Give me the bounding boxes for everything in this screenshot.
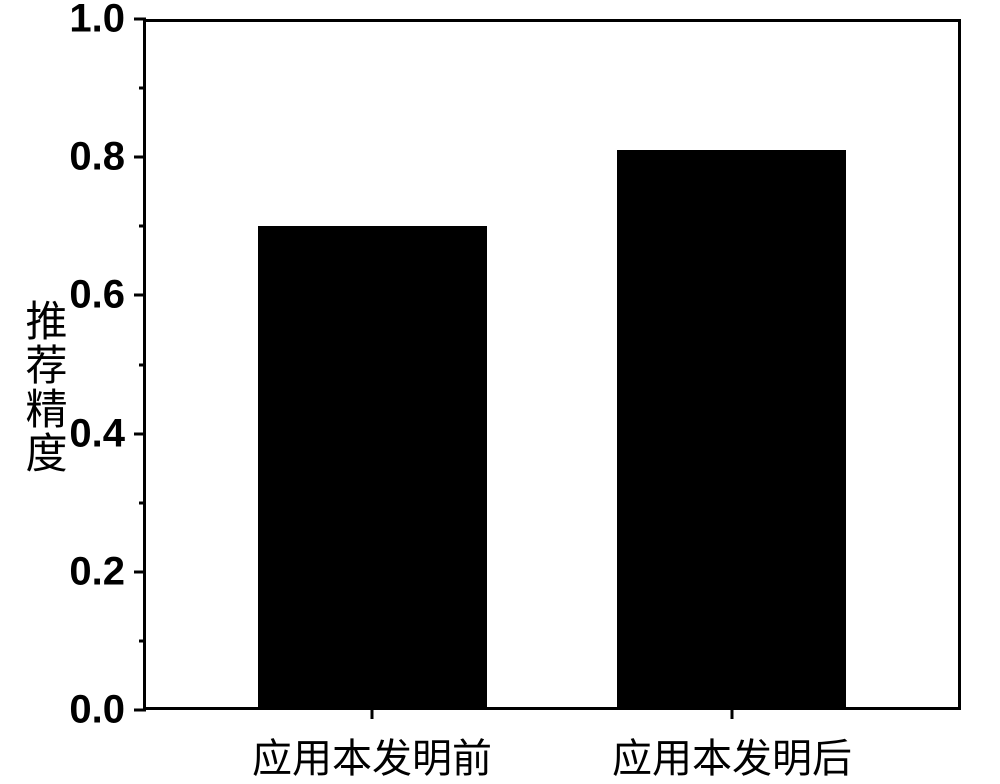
- y-tick-minor: [139, 639, 146, 642]
- y-tick-major: [134, 570, 146, 573]
- chart-bar: [258, 226, 487, 710]
- chart-plot-area: 0.00.20.40.60.81.0应用本发明前应用本发明后: [143, 19, 961, 710]
- chart-bar: [617, 150, 846, 710]
- y-tick-major: [134, 709, 146, 712]
- y-tick-label: 0.8: [69, 135, 125, 180]
- x-tick-label: 应用本发明前: [252, 726, 492, 784]
- y-tick-label: 1.0: [69, 0, 125, 42]
- x-tick-label: 应用本发明后: [612, 726, 852, 784]
- y-tick-major: [134, 18, 146, 21]
- y-tick-minor: [139, 87, 146, 90]
- y-tick-major: [134, 156, 146, 159]
- y-tick-major: [134, 294, 146, 297]
- x-tick-major: [371, 707, 374, 719]
- y-tick-major: [134, 432, 146, 435]
- y-tick-minor: [139, 363, 146, 366]
- x-tick-major: [730, 707, 733, 719]
- y-tick-minor: [139, 225, 146, 228]
- y-tick-minor: [139, 501, 146, 504]
- y-tick-label: 0.0: [69, 688, 125, 733]
- y-tick-label: 0.4: [69, 411, 125, 456]
- y-tick-label: 0.6: [69, 273, 125, 318]
- y-tick-label: 0.2: [69, 549, 125, 594]
- y-axis-label: 推荐精度: [12, 299, 73, 475]
